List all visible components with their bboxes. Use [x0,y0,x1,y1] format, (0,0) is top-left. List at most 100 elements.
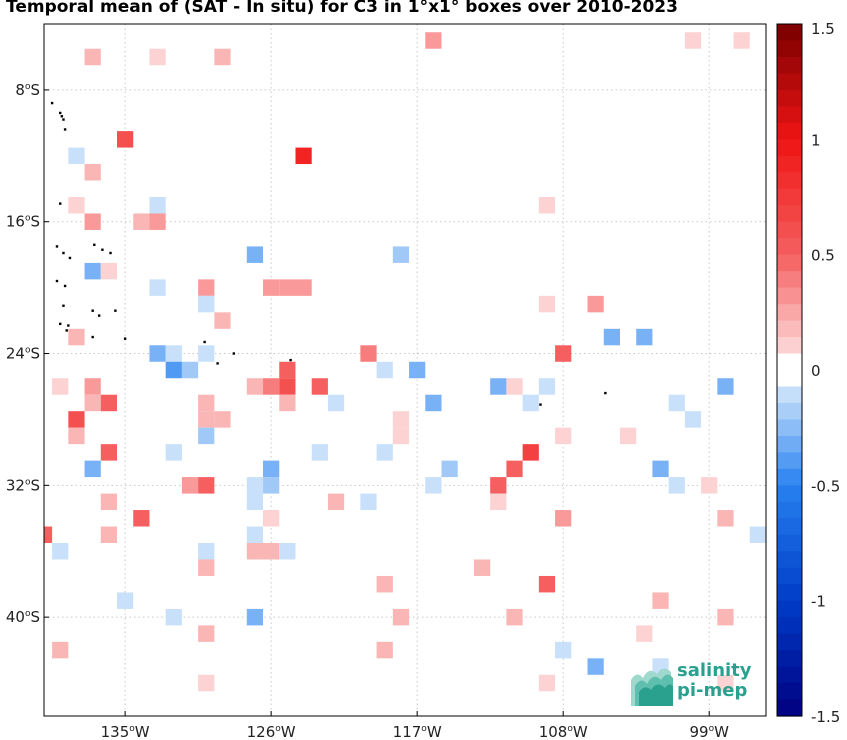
heatmap-cell [84,262,101,280]
colorbar-step [777,221,802,239]
heatmap-cell [117,131,134,148]
heatmap-cell [392,608,410,626]
wave-logo-icon [631,668,673,706]
heatmap-cell [636,328,653,346]
colorbar-step [777,468,802,486]
heatmap-cell [117,592,134,609]
colorbar-tick-label: 0 [811,362,821,380]
y-tick-label: 40oS [6,608,40,626]
colorbar-tick-label: 1.5 [811,20,835,38]
colorbar-step [777,699,802,717]
heatmap-cell [133,213,150,230]
colorbar-tick-label: -1 [811,593,826,611]
salinity-pi-mep-logo: salinity pi-mep [627,660,757,710]
heatmap-cell [376,641,393,659]
x-tick-label: 117oW [393,723,442,740]
heatmap-cell [246,543,264,560]
x-axis: 135oW 126oW 117oW 108oW 99oW [101,711,729,740]
heatmap-cell [133,510,150,527]
heatmap-cell [473,559,491,576]
heatmap-cell [295,147,312,165]
colorbar-step [777,452,802,470]
colorbar-step [777,534,802,552]
heatmap-cell [360,345,377,362]
heatmap-cell [198,411,215,428]
heatmap-cell [538,378,556,395]
heatmap-cell [68,197,85,214]
heatmap-cell [84,460,101,478]
colorbar-step [777,89,802,107]
heatmap-cell [263,477,280,494]
heatmap-cell [246,378,264,395]
heatmap-cell [538,674,556,692]
heatmap-cell [311,378,328,395]
island-mark [91,335,94,339]
heatmap-cell [52,641,69,659]
heatmap-cell [538,295,556,313]
heatmap-cell [214,48,231,66]
heatmap-cell [587,295,604,313]
island-mark [203,340,206,344]
heatmap-cell [555,510,572,527]
heatmap-cell [506,608,523,626]
island-mark [50,101,54,105]
heatmap-cell [165,608,182,626]
x-tick-label: 135oW [101,723,150,740]
heatmap-cell [668,394,685,412]
heatmap-cell [376,575,393,593]
heatmap-cell [198,345,215,362]
island-mark [114,309,117,312]
heatmap-cell [684,32,702,49]
colorbar-frame [776,23,803,717]
colorbar-step [777,139,802,157]
colorbar-step [777,617,802,635]
heatmap-cell [149,345,166,362]
heatmap-cell [198,427,215,445]
x-tick-label: 108oW [539,723,588,740]
island-mark [68,256,72,260]
colorbar-step [777,320,802,338]
island-mark [216,362,219,365]
colorbar-tick-label: 1 [811,131,821,149]
heatmap-cell [668,477,685,494]
island-mark [63,128,67,131]
island-mark [123,337,127,340]
heatmap-cell [555,345,572,362]
heatmap-cell [538,197,556,214]
heatmap-cell [181,477,199,494]
heatmap-cell [100,493,118,511]
heatmap-cell [717,608,734,626]
heatmap-cell [392,427,410,445]
colorbar-step [777,40,802,58]
island-mark [539,403,542,406]
heatmap-cell [311,444,328,461]
colorbar-step [777,650,802,668]
y-tick-label: 32oS [6,476,40,494]
heatmap-cell [603,328,620,346]
heatmap-cell [717,510,734,527]
colorbar-tick-label: -1.5 [811,708,840,726]
island-mark [63,284,67,288]
colorbar-step [777,551,802,569]
x-tick-label: 126oW [247,723,296,740]
heatmap-cell [263,543,280,560]
heatmap-cell [246,246,264,263]
island-mark [59,111,62,115]
colorbar-step [777,73,802,91]
island-mark [59,202,62,205]
heatmap-cell [84,164,101,181]
island-mark [97,314,101,317]
colorbar-step [777,402,802,421]
heatmap-cell [327,394,345,412]
island-mark [62,118,65,121]
heatmap-cell [636,625,653,642]
heatmap-cell [279,543,296,560]
y-axis: 8oS 16oS 24oS 32oS 40oS [6,81,49,626]
colorbar-step [777,435,802,453]
heatmap-cell [68,328,85,346]
heatmap-cell [749,526,766,543]
heatmap-cell [198,625,215,642]
heatmap-cell [84,213,101,230]
islands [50,101,607,406]
